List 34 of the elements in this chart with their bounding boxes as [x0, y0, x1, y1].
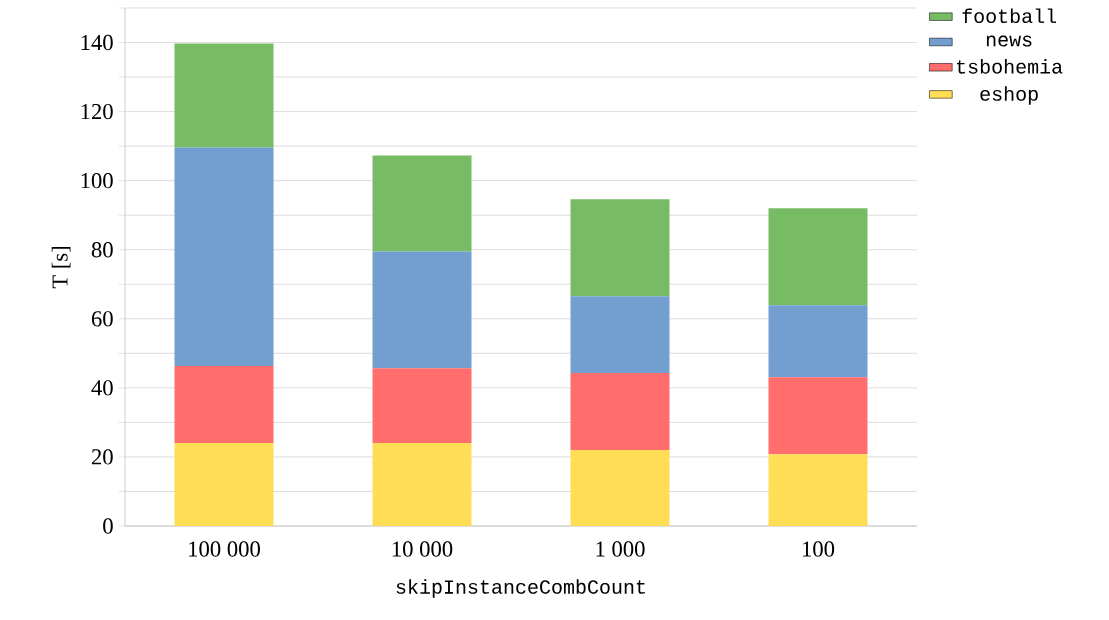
y-tick-label: 140: [81, 34, 113, 51]
bar: [768, 208, 868, 306]
bar: [570, 199, 670, 297]
x-tick-label: 100 000: [189, 541, 260, 557]
bar: [372, 155, 472, 252]
bar: [174, 443, 274, 526]
y-tick-label: 60: [91, 311, 113, 327]
x-tick-label: 1 000: [596, 541, 645, 557]
x-tick-label: 10 000: [392, 541, 453, 557]
bar: [570, 296, 670, 374]
bar: [372, 368, 472, 444]
bar: [372, 443, 472, 526]
bar: [768, 377, 868, 455]
legend-label: tsbohemia: [957, 59, 1063, 74]
bar: [174, 43, 274, 148]
bar: [174, 366, 274, 444]
y-axis-title: T [s]: [51, 246, 71, 289]
legend-label: football: [962, 8, 1057, 24]
legend-label: news: [986, 35, 1032, 47]
bar: [768, 454, 868, 526]
y-tick-label: 100: [81, 173, 113, 189]
legend-label: eshop: [980, 86, 1038, 105]
y-tick-label: 120: [81, 103, 113, 120]
y-tick-label: 40: [91, 380, 113, 396]
y-tick-label: 20: [91, 449, 113, 465]
bar: [570, 450, 670, 526]
x-axis-title: skipInstanceCombCount: [396, 579, 645, 598]
x-tick-label: 100: [802, 541, 835, 557]
bar: [768, 305, 868, 378]
y-tick-label: 0: [103, 518, 113, 534]
bar: [174, 147, 274, 367]
bar: [372, 251, 472, 369]
y-tick-label: 80: [91, 242, 113, 258]
bar: [570, 373, 670, 451]
